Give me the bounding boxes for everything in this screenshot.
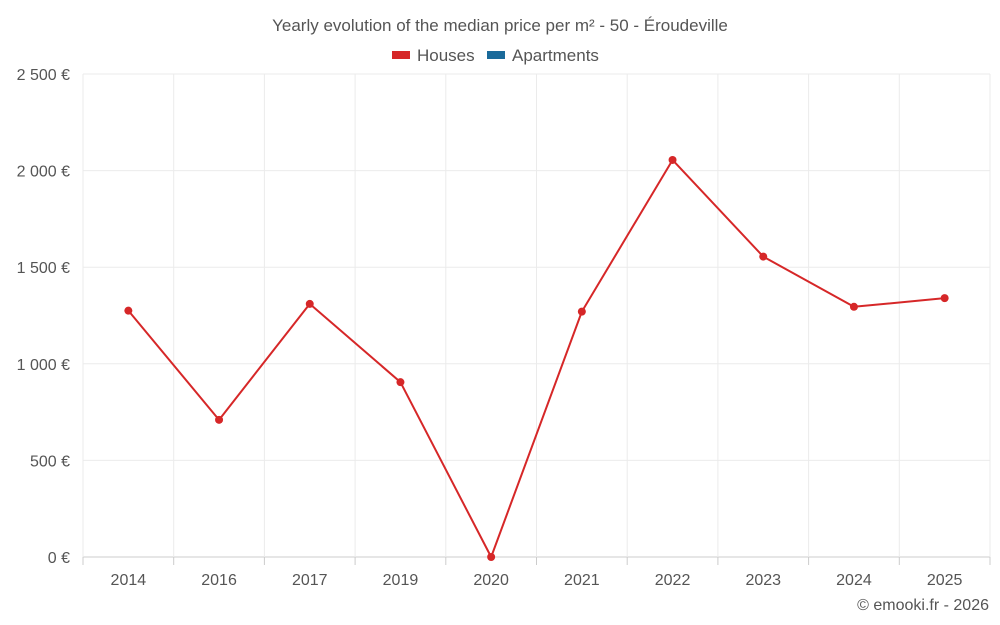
data-point[interactable] <box>305 299 314 308</box>
legend-label-apartments[interactable]: Apartments <box>512 46 599 65</box>
x-tick-label: 2014 <box>111 572 147 589</box>
data-point[interactable] <box>487 553 496 561</box>
x-tick-label: 2020 <box>473 572 509 589</box>
legend-label-houses[interactable]: Houses <box>417 46 475 65</box>
data-point[interactable] <box>940 294 949 303</box>
x-tick-label: 2016 <box>201 572 237 589</box>
x-tick-label: 2017 <box>292 572 328 589</box>
chart-title: Yearly evolution of the median price per… <box>272 16 728 35</box>
series-houses <box>124 155 949 561</box>
x-tick-label: 2023 <box>745 572 781 589</box>
x-axis: 2014 2016 2017 2019 2020 2021 2022 2023 2024 2025 <box>82 557 991 589</box>
credit-text: © emooki.fr - 2026 <box>857 597 989 614</box>
x-tick-label: 2024 <box>836 572 872 589</box>
data-point[interactable] <box>215 415 224 424</box>
y-tick-label: 1 000 € <box>17 357 70 374</box>
y-tick-label: 2 500 € <box>17 67 70 84</box>
legend-swatch-houses <box>392 51 410 59</box>
legend[interactable]: Houses Apartments <box>392 46 599 65</box>
data-point[interactable] <box>396 378 405 387</box>
y-tick-label: 2 000 € <box>17 164 70 181</box>
x-tick-label: 2022 <box>655 572 691 589</box>
x-tick-label: 2025 <box>927 572 963 589</box>
data-point[interactable] <box>577 307 586 316</box>
data-point[interactable] <box>668 155 677 164</box>
data-point[interactable] <box>759 252 768 261</box>
series-line-houses <box>127 158 945 558</box>
x-tick-label: 2021 <box>564 572 600 589</box>
data-point[interactable] <box>124 306 133 315</box>
x-tick-label: 2019 <box>383 572 419 589</box>
grid <box>82 73 991 558</box>
y-tick-label: 1 500 € <box>17 260 70 277</box>
y-tick-label: 500 € <box>30 453 70 470</box>
y-tick-label: 0 € <box>48 550 70 567</box>
y-axis: 0 € 500 € 1 000 € 1 500 € 2 000 € 2 500 € <box>17 67 70 567</box>
data-point[interactable] <box>849 302 858 311</box>
legend-swatch-apartments <box>487 51 505 59</box>
